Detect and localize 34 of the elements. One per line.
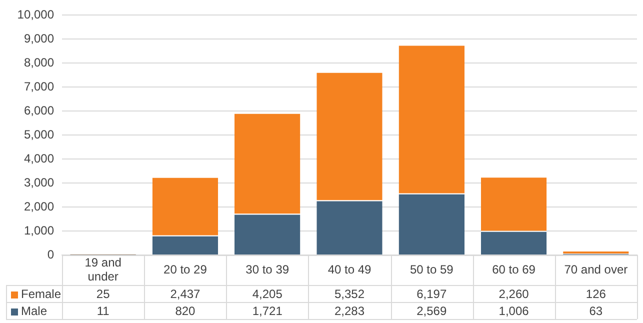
x-tick-label: 50 to 59 — [410, 262, 454, 276]
x-tick-label: 20 to 29 — [164, 262, 208, 276]
y-tick-label: 9,000 — [24, 31, 54, 46]
x-tick-label: 70 and over — [564, 262, 628, 276]
data-label: 2,283 — [334, 304, 365, 318]
x-tick-label: 19 and under — [84, 255, 122, 284]
x-tick-label: 40 to 49 — [328, 262, 372, 276]
data-label: 5,352 — [334, 286, 365, 301]
data-label: 820 — [175, 304, 196, 318]
y-tick-label: 2,000 — [24, 199, 54, 214]
data-label: 2,569 — [416, 304, 447, 318]
x-tick-label: 60 to 69 — [492, 262, 536, 276]
y-tick-label: 6,000 — [24, 103, 54, 118]
y-tick-label: 8,000 — [24, 55, 54, 70]
data-label: 126 — [586, 286, 606, 301]
data-label: 2,437 — [170, 286, 201, 301]
data-label: 2,260 — [498, 286, 530, 301]
legend-label: Male — [21, 304, 48, 318]
y-tick-label: 3,000 — [24, 175, 54, 190]
data-label: 25 — [96, 286, 110, 301]
data-label: 1,006 — [498, 304, 530, 318]
legend-label: Female — [21, 286, 62, 301]
y-tick-label: 0 — [47, 247, 54, 262]
data-label: 4,205 — [252, 286, 283, 301]
y-tick-label: 1,000 — [24, 223, 54, 238]
y-tick-label: 4,000 — [24, 151, 54, 166]
data-label: 6,197 — [416, 286, 447, 301]
x-tick-label: 30 to 39 — [246, 262, 290, 276]
data-label: 11 — [96, 304, 110, 318]
y-tick-label: 10,000 — [17, 8, 54, 22]
data-label: 1,721 — [252, 304, 283, 318]
data-label: 63 — [589, 304, 603, 318]
y-tick-label: 5,000 — [24, 127, 54, 142]
y-tick-label: 7,000 — [24, 79, 54, 94]
